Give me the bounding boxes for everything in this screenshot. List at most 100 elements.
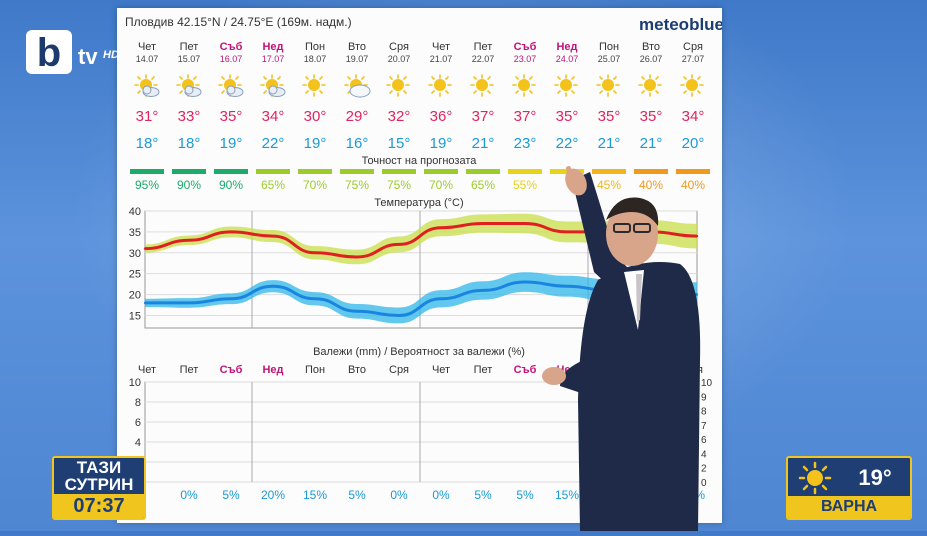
temperature-point <box>187 239 191 242</box>
probability-tick-label: 6 <box>701 435 707 446</box>
day-date: 19.07 <box>346 54 369 64</box>
day-name: Пет <box>474 41 493 53</box>
min-temperature: 21° <box>598 135 621 152</box>
accuracy-value: 90% <box>219 178 243 192</box>
partly-cloudy-icon <box>176 74 202 97</box>
accuracy-value: 70% <box>429 178 453 192</box>
temperature-tick-label: 35 <box>129 227 141 239</box>
accuracy-bar <box>508 169 542 174</box>
temperature-point <box>565 230 569 234</box>
temperature-point <box>271 285 275 288</box>
accuracy-value: 90% <box>177 178 201 192</box>
partly-cloudy-icon <box>218 74 244 97</box>
precipitation-probability: 0% <box>390 488 408 502</box>
probability-tick-label: 10 <box>701 378 713 389</box>
temperature-chart-title: Температура (°C) <box>374 197 463 209</box>
max-temperature: 31° <box>136 108 159 125</box>
logo-letter: b <box>37 31 61 75</box>
sun-icon <box>680 74 704 97</box>
day-date: 18.07 <box>304 54 327 64</box>
accuracy-value: 40% <box>681 178 705 192</box>
min-temperature: 16° <box>346 135 369 152</box>
show-name-line1: ТАЗИ <box>76 458 122 477</box>
accuracy-title: Точност на прогнозата <box>362 155 478 167</box>
day-date: 24.07 <box>556 54 579 64</box>
min-temperature: 18° <box>136 135 159 152</box>
precipitation-probability: 0% <box>432 488 450 502</box>
probability-tick-label: 7 <box>701 421 707 432</box>
day-date: 14.07 <box>136 54 159 64</box>
accuracy-value: 65% <box>471 178 495 192</box>
temperature-point <box>695 293 699 296</box>
location-label: Пловдив 42.15°N / 24.75°E (169м. надм.) <box>125 15 352 29</box>
precipitation-tick-label: 8 <box>135 397 141 409</box>
temperature-point <box>143 247 147 250</box>
temperature-point <box>695 234 699 238</box>
temperature-point <box>313 297 317 300</box>
precipitation-probability: 15% <box>303 488 327 502</box>
accuracy-bar <box>592 169 626 174</box>
temperature-tick-label: 40 <box>129 206 141 218</box>
logo-hd: HD <box>103 49 119 61</box>
temperature-tick-label: 15 <box>129 310 141 322</box>
precipitation-probability: 5% <box>516 488 534 502</box>
precipitation-probability: 15% <box>555 488 579 502</box>
min-temperature: 18° <box>178 135 201 152</box>
day-name: Сря <box>683 41 703 53</box>
accuracy-value: 65% <box>261 178 285 192</box>
precipitation-day-label: Чет <box>432 364 450 376</box>
precipitation-tick-label: 10 <box>129 377 141 389</box>
max-temperature: 37° <box>472 108 495 125</box>
min-temperature: 15° <box>388 135 411 152</box>
temperature-point <box>187 301 191 305</box>
min-temperature: 21° <box>472 135 495 152</box>
temperature-point <box>565 285 569 288</box>
logo-text: tv <box>78 44 98 69</box>
accuracy-value: 55% <box>513 178 537 192</box>
accuracy-bar <box>214 169 248 174</box>
precipitation-day-label: Нед <box>262 364 283 376</box>
min-temperature: 22° <box>556 135 579 152</box>
day-name: Нед <box>556 41 577 53</box>
day-name: Съб <box>220 41 243 53</box>
max-temperature: 32° <box>388 108 411 125</box>
probability-tick-label: 0 <box>701 478 707 489</box>
clock-time: 07:37 <box>54 494 144 518</box>
temperature-band <box>145 213 697 265</box>
sun-icon <box>512 74 536 97</box>
precipitation-day-label: Съб <box>220 364 243 376</box>
accuracy-bar <box>424 169 458 174</box>
precipitation-day-label: Пет <box>180 364 199 376</box>
day-date: 21.07 <box>430 54 453 64</box>
max-temperature: 35° <box>640 108 663 125</box>
max-temperature: 35° <box>556 108 579 125</box>
day-date: 26.07 <box>640 54 663 64</box>
max-temperature: 29° <box>346 108 369 125</box>
probability-tick-label: 4 <box>701 449 707 460</box>
probability-tick-label: 8 <box>701 407 707 418</box>
max-temperature: 33° <box>178 108 201 125</box>
day-date: 16.07 <box>220 54 243 64</box>
accuracy-bar <box>172 169 206 174</box>
min-temperature: 19° <box>430 135 453 152</box>
sun-icon <box>596 74 620 97</box>
current-city: ВАРНА <box>788 496 910 518</box>
temperature-point <box>313 251 317 254</box>
btv-logo: b tv HD <box>24 28 134 78</box>
precipitation-probability: 5% <box>222 488 240 502</box>
day-date: 20.07 <box>388 54 411 64</box>
temperature-point <box>397 314 401 317</box>
day-name: Съб <box>514 41 537 53</box>
day-name: Пет <box>180 41 199 53</box>
precipitation-day-label: Пет <box>474 364 493 376</box>
